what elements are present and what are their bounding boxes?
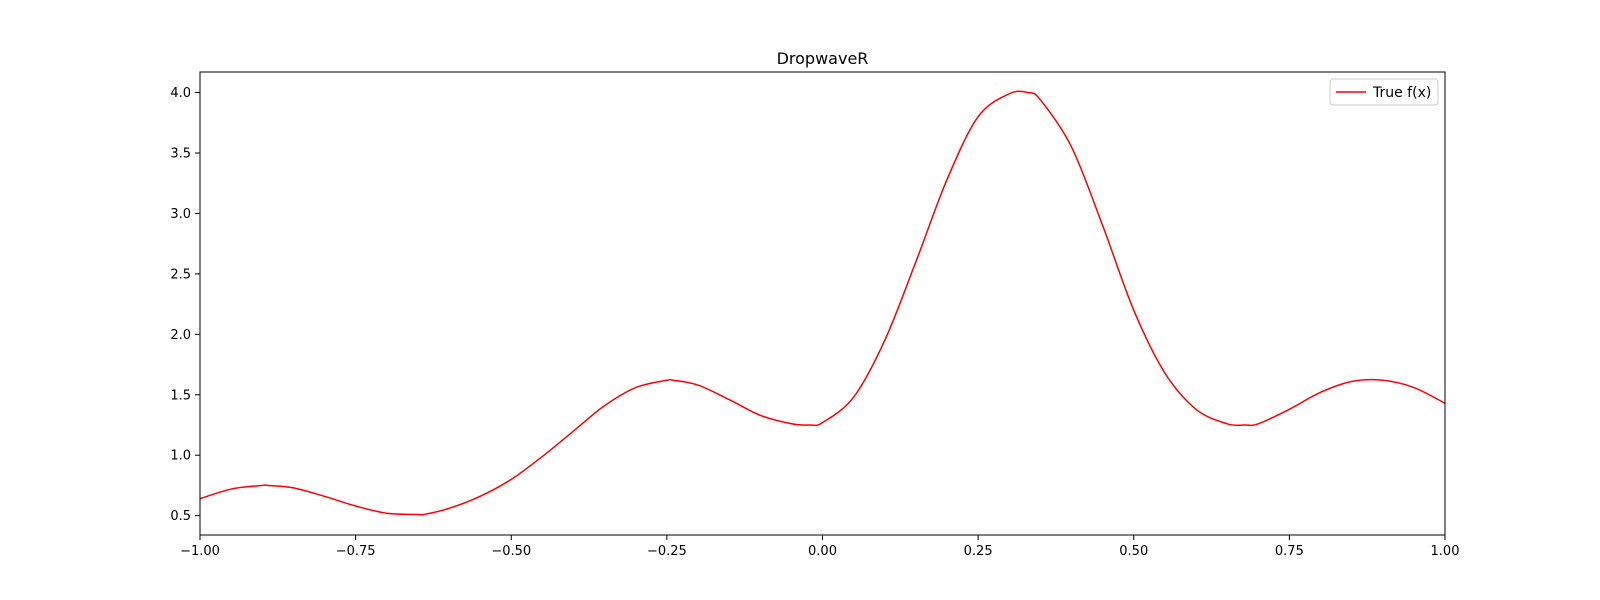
y-tick-label: 1.0 [170,449,191,464]
y-tick-label: 3.5 [170,146,191,161]
legend: True f(x) [1329,78,1439,106]
series-line-true-fx [199,90,1446,516]
x-tick-label: −0.25 [647,544,687,559]
x-tick-label: 0.50 [1119,544,1148,559]
x-tick-label: 0.25 [964,544,993,559]
x-tick-label: −0.75 [336,544,376,559]
legend-label: True f(x) [1372,85,1431,101]
y-tick-label: 2.0 [170,328,191,343]
y-axis-ticks: 0.5 1.0 1.5 2.0 2.5 3.0 3.5 4.0 [170,86,200,524]
axes-frame [199,71,1446,536]
y-tick-label: 1.5 [170,388,191,403]
y-tick-label: 0.5 [170,509,191,524]
plot-area [199,90,1446,516]
y-tick-label: 2.5 [170,267,191,282]
x-tick-label: 1.00 [1431,544,1460,559]
x-tick-label: −1.00 [180,544,220,559]
x-tick-label: −0.50 [491,544,531,559]
axes [199,71,1446,536]
chart-title: DropwaveR [777,49,869,68]
y-tick-label: 3.0 [170,207,191,222]
legend-box [1329,78,1439,106]
x-tick-label: 0.75 [1275,544,1304,559]
x-tick-label: 0.00 [808,544,837,559]
y-tick-label: 4.0 [170,86,191,101]
x-axis-ticks: −1.00 −0.75 −0.50 −0.25 0.00 0.25 0.50 0.75 1.00 [180,535,1459,559]
